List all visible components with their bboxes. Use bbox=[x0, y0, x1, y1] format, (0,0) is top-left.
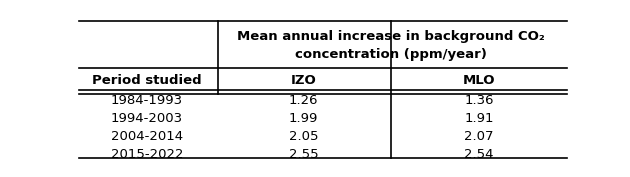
Text: 2.07: 2.07 bbox=[464, 130, 494, 143]
Text: 1984-1993: 1984-1993 bbox=[111, 95, 183, 107]
Text: 1.99: 1.99 bbox=[289, 112, 318, 125]
Text: Mean annual increase in background CO₂
concentration (ppm/year): Mean annual increase in background CO₂ c… bbox=[238, 30, 545, 61]
Text: 2004-2014: 2004-2014 bbox=[111, 130, 183, 143]
Text: 2.55: 2.55 bbox=[289, 148, 318, 161]
Text: 2015-2022: 2015-2022 bbox=[111, 148, 183, 161]
Text: 1.26: 1.26 bbox=[289, 95, 318, 107]
Text: MLO: MLO bbox=[463, 74, 495, 87]
Text: 1.91: 1.91 bbox=[464, 112, 494, 125]
Text: 2.05: 2.05 bbox=[289, 130, 318, 143]
Text: Period studied: Period studied bbox=[92, 74, 202, 87]
Text: 1994-2003: 1994-2003 bbox=[111, 112, 183, 125]
Text: 1.36: 1.36 bbox=[464, 95, 494, 107]
Text: IZO: IZO bbox=[290, 74, 316, 87]
Text: 2.54: 2.54 bbox=[464, 148, 494, 161]
